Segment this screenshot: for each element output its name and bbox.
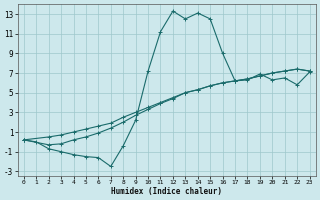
X-axis label: Humidex (Indice chaleur): Humidex (Indice chaleur) xyxy=(111,187,222,196)
